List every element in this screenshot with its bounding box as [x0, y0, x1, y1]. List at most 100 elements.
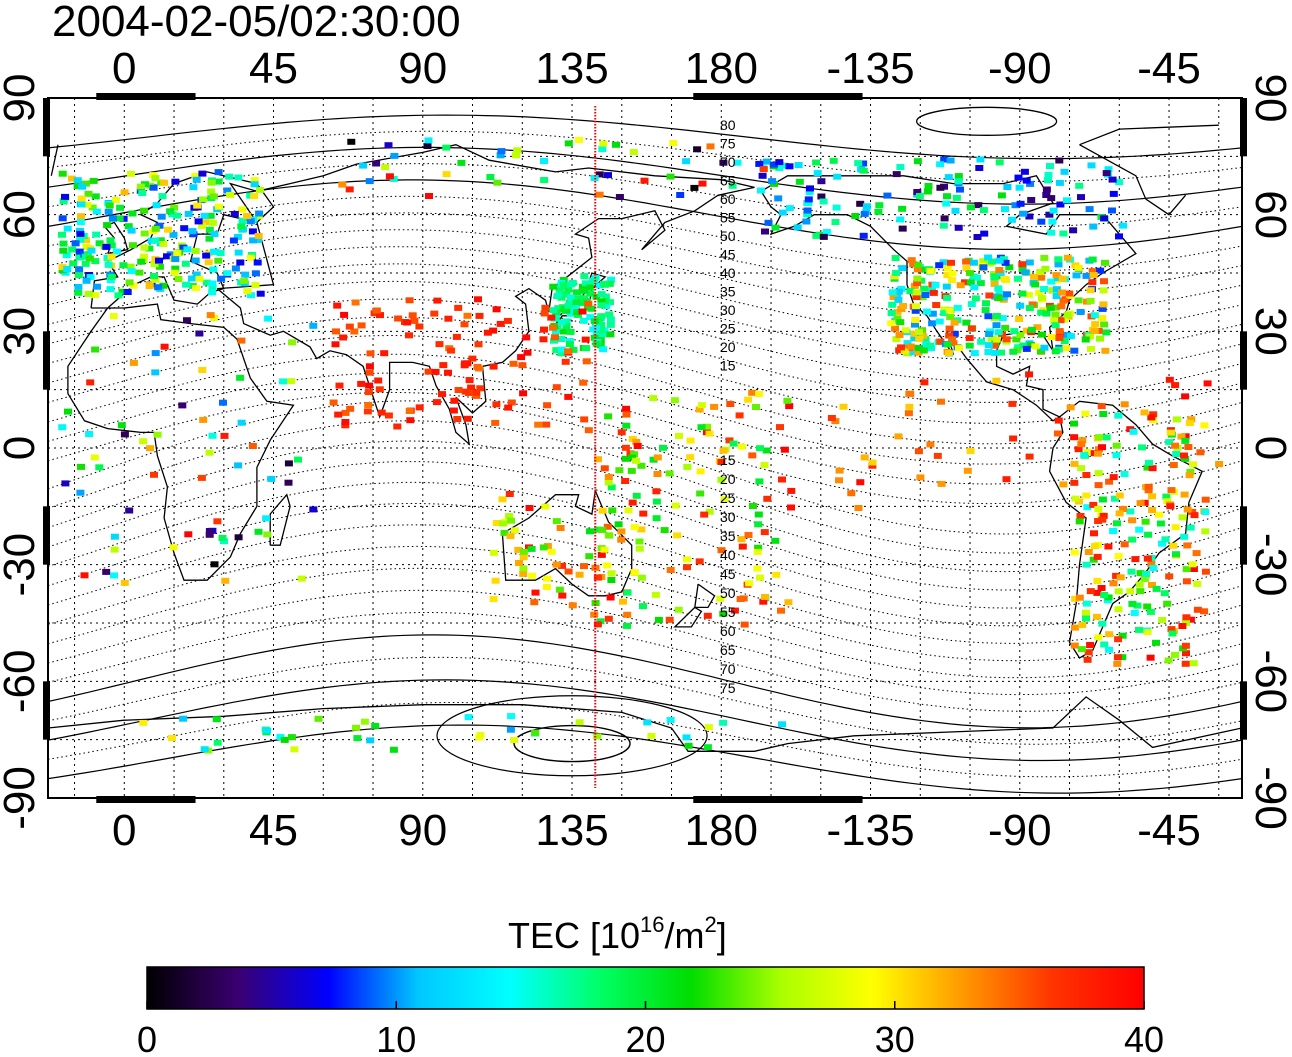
tec-cell — [1025, 259, 1034, 266]
tec-cell — [506, 726, 515, 733]
tec-cell — [1165, 376, 1174, 383]
tec-cell — [585, 284, 594, 291]
tec-cell — [979, 207, 988, 214]
tec-cell — [939, 222, 948, 229]
tec-cell — [229, 237, 238, 244]
tec-cell — [381, 164, 390, 171]
tec-cell — [913, 280, 922, 287]
tec-cell — [476, 385, 485, 392]
tec-cell — [705, 508, 714, 515]
tec-cell — [674, 606, 683, 613]
tec-cell — [543, 402, 552, 409]
tec-cell — [528, 572, 536, 579]
tec-cell — [1146, 654, 1155, 661]
tec-cell — [1148, 465, 1157, 472]
tec-cell — [1182, 578, 1191, 585]
tec-cell — [187, 275, 196, 282]
tec-cell — [686, 437, 695, 444]
tec-cell — [1094, 470, 1103, 477]
tec-cell — [1172, 551, 1180, 558]
tec-cell — [906, 288, 915, 295]
tec-cell — [433, 297, 442, 304]
tec-cell — [1062, 345, 1071, 352]
tec-cell — [965, 342, 974, 349]
tec-cell — [1010, 328, 1019, 335]
tec-cell — [1196, 449, 1205, 456]
tec-cell — [145, 245, 154, 252]
tec-cell — [1065, 290, 1074, 297]
tec-cell — [155, 222, 164, 229]
tec-cell — [829, 157, 838, 164]
tec-cell — [794, 162, 803, 168]
tec-cell — [225, 173, 234, 180]
tec-cell — [439, 362, 448, 369]
tec-cell — [1020, 168, 1029, 175]
tec-cell — [606, 594, 615, 601]
tec-cell — [635, 545, 644, 552]
tec-cell — [562, 323, 571, 330]
tec-cell — [251, 282, 260, 289]
contour-label: 55 — [720, 604, 736, 620]
tec-cell — [891, 255, 900, 261]
tec-cell — [778, 721, 786, 728]
tec-cell — [181, 260, 190, 267]
tec-cell — [178, 402, 187, 409]
tec-cell — [136, 183, 145, 190]
tec-cell — [146, 445, 154, 452]
tec-cell — [406, 417, 415, 424]
tec-cell — [1086, 297, 1095, 304]
tec-cell — [762, 158, 771, 165]
tec-cell — [472, 389, 481, 396]
tec-cell — [580, 287, 589, 294]
tec-cell — [976, 280, 985, 287]
tec-cell — [163, 226, 172, 233]
tec-cell — [928, 320, 937, 327]
tec-cell — [651, 591, 660, 598]
tec-cell — [912, 303, 920, 310]
tec-cell — [539, 544, 548, 551]
tec-cell — [943, 193, 951, 200]
tec-cell — [1075, 518, 1084, 525]
tec-cell — [1015, 316, 1024, 322]
tec-cell — [1119, 506, 1128, 512]
tec-cell — [188, 228, 197, 235]
tec-cell — [1008, 216, 1016, 223]
tec-cell — [635, 538, 644, 545]
tec-cell — [914, 345, 923, 352]
tec-cell — [1113, 660, 1122, 667]
tec-cell — [447, 347, 456, 354]
y-tick-label-right: 0 — [1246, 436, 1292, 460]
tec-cell — [540, 177, 549, 183]
tec-cell — [1096, 267, 1105, 274]
tec-cell — [552, 384, 561, 391]
tec-cell — [888, 289, 897, 296]
tec-cell — [193, 202, 202, 209]
tec-cell — [728, 182, 737, 189]
tec-cell — [531, 589, 540, 596]
tec-cell — [212, 716, 221, 723]
tec-cell — [1098, 496, 1107, 503]
tec-cell — [543, 543, 552, 549]
tec-cell — [213, 518, 222, 525]
tec-cell — [255, 186, 264, 193]
tec-cell — [149, 184, 158, 191]
x-tick-label-top: -135 — [826, 44, 914, 93]
tec-cell — [1172, 416, 1181, 423]
tec-cell — [220, 432, 229, 439]
tec-cell — [357, 380, 366, 387]
magnetic-contour-line — [48, 179, 1242, 250]
tec-cell — [527, 545, 536, 552]
tec-cell — [984, 342, 993, 349]
tec-cell — [652, 488, 661, 495]
tec-cell — [630, 569, 639, 576]
tec-cell — [151, 225, 160, 232]
tec-cell — [1042, 310, 1051, 317]
tec-cell — [854, 160, 863, 167]
tec-cell — [217, 275, 226, 282]
tec-cell — [497, 148, 506, 155]
tec-cell — [472, 392, 481, 399]
tec-cell — [910, 330, 919, 337]
tec-cell — [1013, 275, 1022, 282]
tec-cell — [365, 178, 374, 185]
tec-cell — [209, 248, 218, 255]
